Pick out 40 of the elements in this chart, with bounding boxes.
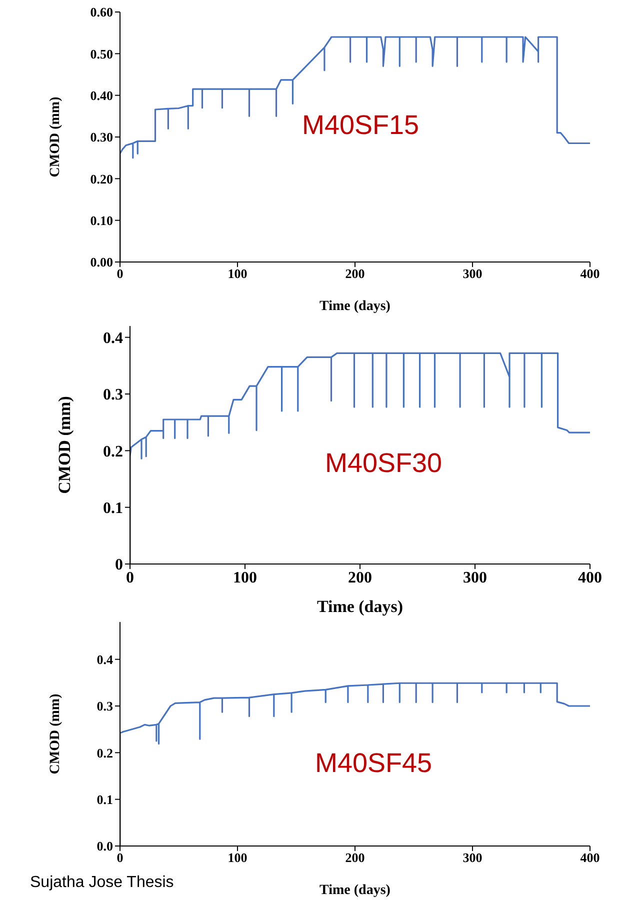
text: Sujatha Jose Thesis — [30, 874, 174, 892]
y-axis-title: CMOD (mm) — [48, 96, 63, 178]
x-tick-label: 300 — [462, 850, 482, 866]
x-tick-label: 300 — [462, 266, 482, 282]
annotation: M40SF30 — [325, 448, 442, 479]
x-axis-title: Time (days) — [320, 299, 391, 314]
y-tick-label: 0.40 — [90, 88, 113, 103]
x-axis-title: Time (days) — [316, 597, 404, 616]
y-tick-label: 0.4 — [96, 652, 114, 667]
y-tick-label: 0.2 — [103, 443, 123, 460]
y-tick-label: 0.3 — [96, 698, 114, 714]
y-tick-label: 0.10 — [90, 212, 113, 228]
annotation: M40SF15 — [302, 110, 420, 141]
x-tick-label: 400 — [578, 569, 602, 586]
y-tick-label: 0.50 — [90, 46, 113, 62]
y-axis-title: CMOD (mm) — [55, 396, 74, 494]
x-tick-label: 100 — [228, 266, 248, 282]
y-tick-label: 0.00 — [90, 254, 113, 270]
y-tick-label: 0.20 — [90, 171, 113, 186]
y-tick-label: 0.3 — [103, 386, 123, 404]
x-tick-label: 200 — [345, 850, 365, 866]
y-tick-label: 0.2 — [96, 745, 113, 760]
y-tick-label: 0.4 — [103, 330, 123, 348]
x-tick-label: 100 — [228, 850, 248, 866]
y-tick-label: 0 — [115, 556, 123, 574]
y-tick-label: 0.1 — [96, 792, 113, 807]
x-tick-label: 400 — [580, 266, 600, 282]
y-tick-label: 0.1 — [103, 500, 123, 518]
x-axis-title: Time (days) — [320, 883, 391, 898]
y-tick-label: 0.30 — [90, 130, 113, 145]
y-axis-title: CMOD (mm) — [48, 693, 63, 774]
y-tick-label: 0.0 — [96, 838, 113, 854]
x-tick-label: 0 — [126, 569, 134, 586]
y-tick-label: 0.60 — [90, 4, 113, 20]
x-tick-label: 300 — [463, 569, 487, 586]
x-tick-label: 400 — [580, 850, 600, 866]
x-tick-label: 100 — [233, 569, 257, 586]
x-tick-label: 200 — [348, 569, 372, 586]
annotation: M40SF45 — [315, 748, 432, 779]
x-tick-label: 200 — [345, 266, 365, 282]
